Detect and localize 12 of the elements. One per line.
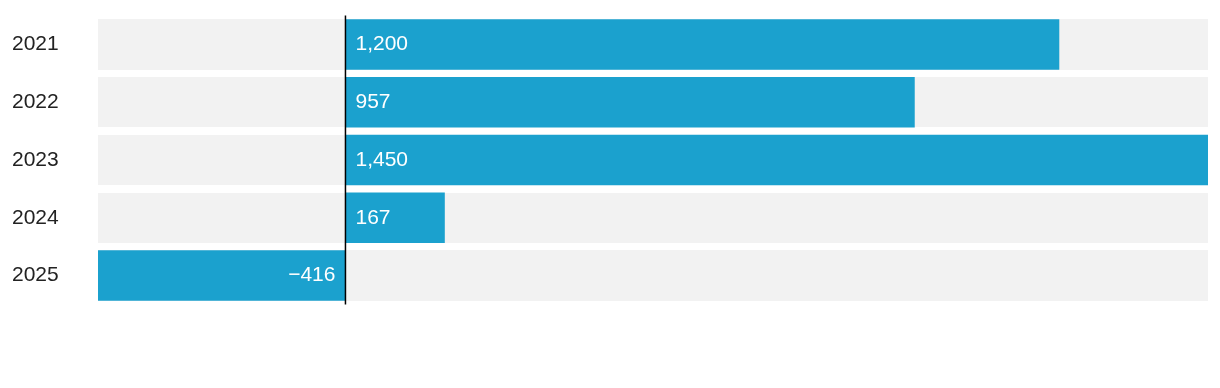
y-tick-label: 2022 xyxy=(12,89,59,113)
data-label: 1,450 xyxy=(355,146,409,170)
data-label: 167 xyxy=(355,204,391,228)
y-tick-label: 2025 xyxy=(12,262,59,286)
data-label: −416 xyxy=(288,262,336,286)
y-tick-label: 2023 xyxy=(12,146,59,170)
bar xyxy=(345,192,445,243)
y-tick-label: 2021 xyxy=(12,31,59,55)
bar xyxy=(98,250,346,301)
data-label: 1,200 xyxy=(355,31,409,55)
data-label: 957 xyxy=(355,89,391,113)
y-tick-label: 2024 xyxy=(12,204,60,228)
